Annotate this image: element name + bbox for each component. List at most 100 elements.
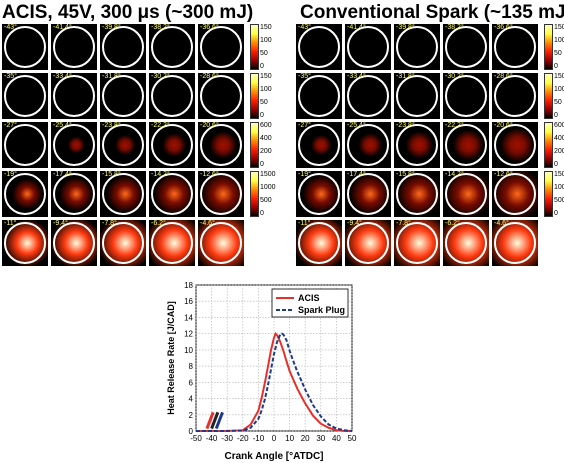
cylinder-bore-ring [494,222,536,264]
right-frame-image: -14.2° [443,171,489,217]
colorbar-gradient [544,73,553,119]
cylinder-bore-ring [445,173,487,215]
colorbar-gradient [250,171,259,217]
left-frame-image: -39.8° [100,24,146,70]
cylinder-bore-ring [445,75,487,117]
cylinder-bore-ring [4,173,46,215]
crank-angle-label: -15.8° [396,171,415,178]
right-frame-image: -27° [296,122,342,168]
cylinder-bore-ring [200,26,242,68]
cylinder-bore-ring [151,75,193,117]
left-frame-image: -35° [2,73,48,119]
crank-angle-label: -23.8° [102,122,121,129]
cylinder-bore-ring [200,173,242,215]
cylinder-bore-ring [494,173,536,215]
right-frame-image: -19° [296,171,342,217]
crank-angle-label: -22.2° [151,122,170,129]
cylinder-bore-ring [347,173,389,215]
left-frame-image: -41.4° [51,24,97,70]
left-frame-image: -9.4° [51,220,97,266]
spark-event-marker [210,411,220,430]
colorbar-gradient [544,24,553,70]
cylinder-bore-ring [53,26,95,68]
crank-angle-label: -36.6° [494,24,513,31]
cylinder-bore-ring [200,222,242,264]
cylinder-bore-ring [298,222,340,264]
left-frame-image: -11° [2,220,48,266]
right-frame-image: -15.8° [394,171,440,217]
colorbar-tick-label: 1500 [260,171,276,178]
cylinder-bore-ring [102,173,144,215]
cylinder-bore-ring [445,124,487,166]
x-tick-label: 40 [332,434,341,443]
left-frame-image: -38.2° [149,24,195,70]
cylinder-bore-ring [298,26,340,68]
y-tick-label: 18 [184,281,193,290]
right-frame-image: -36.6° [492,24,538,70]
crank-angle-label: -31.8° [396,73,415,80]
left-frame-image: -19° [2,171,48,217]
colorbar-gradient [250,73,259,119]
right-frame-image: -9.4° [345,220,391,266]
colorbar-tick-label: 150 [260,24,272,31]
x-tick-label: 30 [316,434,325,443]
cylinder-bore-ring [4,222,46,264]
left-frame-image: -7.8° [100,220,146,266]
cylinder-bore-ring [396,173,438,215]
right-frame-image: -28.6° [492,73,538,119]
y-tick-label: 12 [184,330,193,339]
colorbar-tick-label: 50 [554,50,562,57]
crank-angle-label: -39.8° [396,24,415,31]
cylinder-bore-ring [494,124,536,166]
left-frame-image: -6.2° [149,220,195,266]
colorbar-tick-label: 0 [554,112,558,119]
cylinder-bore-ring [4,75,46,117]
cylinder-bore-ring [298,173,340,215]
colorbar-gradient [250,122,259,168]
y-tick-label: 14 [184,313,193,322]
series-line-acis [196,331,352,432]
x-tick-label: 0 [272,434,277,443]
crank-angle-label: -33.4° [347,73,366,80]
colorbar-tick-label: 100 [260,37,272,44]
crank-angle-label: -7.8° [396,220,411,227]
crank-angle-label: -43° [4,24,17,31]
x-tick-label: -30 [221,434,233,443]
right-frame-image: -17.4° [345,171,391,217]
colorbar-gradient [544,122,553,168]
acis-image-grid: -43° -41.4° -39.8° -38.2° -36.6° -35° -33.4° -3… [2,24,249,270]
cylinder-bore-ring [151,173,193,215]
x-tick-label: -10 [253,434,265,443]
crank-angle-label: -22.2° [445,122,464,129]
crank-angle-label: -39.8° [102,24,121,31]
crank-angle-label: -35° [298,73,311,80]
left-frame-image: -14.2° [149,171,195,217]
cylinder-bore-ring [396,75,438,117]
cylinder-bore-ring [4,26,46,68]
y-axis-label: Heat Release Rate [J/CAD] [166,301,176,415]
x-tick-label: 50 [348,434,357,443]
colorbar-tick-label: 0 [554,63,558,70]
spark-event-marker [214,411,224,430]
colorbar-gradient [250,24,259,70]
crank-angle-label: -6.2° [151,220,166,227]
colorbar-tick-label: 100 [554,86,564,93]
left-frame-image: -36.6° [198,24,244,70]
cylinder-bore-ring [445,222,487,264]
right-frame-image: -43° [296,24,342,70]
crank-angle-label: -25.4° [347,122,366,129]
left-frame-image: -20.6° [198,122,244,168]
right-frame-image: -33.4° [345,73,391,119]
left-frame-image: -33.4° [51,73,97,119]
cylinder-bore-ring [102,26,144,68]
left-frame-image: -17.4° [51,171,97,217]
cylinder-bore-ring [53,222,95,264]
colorbar-tick-label: 100 [554,37,564,44]
colorbar-tick-label: 0 [260,161,264,168]
colorbar-tick-label: 600 [260,122,272,129]
cylinder-bore-ring [298,75,340,117]
crank-angle-label: -33.4° [53,73,72,80]
crank-angle-label: -14.2° [151,171,170,178]
crank-angle-label: -43° [298,24,311,31]
left-frame-image: -30.2° [149,73,195,119]
